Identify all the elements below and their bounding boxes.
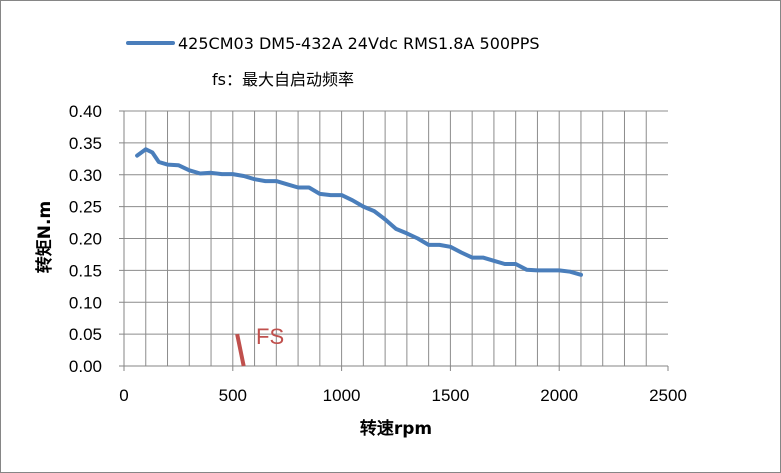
legend-entry-series: 425CM03 DM5-432A 24Vdc RMS1.8A 500PPS bbox=[178, 34, 540, 53]
y-tick-label: 0.25 bbox=[69, 198, 102, 217]
y-tick-label: 0.15 bbox=[69, 261, 102, 280]
y-tick-labels: 0.00 0.05 0.10 0.15 0.20 0.25 0.30 0.35 0.40 bbox=[69, 102, 102, 376]
series-layer bbox=[135, 147, 583, 277]
x-tick-label: 0 bbox=[119, 386, 128, 405]
x-axis-title: 转速rpm bbox=[360, 418, 432, 439]
annotation-fs-note: fs：最大自启动频率 bbox=[212, 70, 354, 89]
axes bbox=[119, 110, 669, 371]
y-tick-label: 0.30 bbox=[69, 166, 102, 185]
y-tick-label: 0.05 bbox=[69, 325, 102, 344]
y-tick-label: 0.40 bbox=[69, 102, 102, 121]
y-tick-label: 0.20 bbox=[69, 230, 102, 249]
fs-marker-line bbox=[235, 333, 246, 367]
y-tick-label: 0.35 bbox=[69, 134, 102, 153]
x-tick-label: 2000 bbox=[540, 386, 578, 405]
gridlines bbox=[124, 110, 668, 366]
x-tick-label: 1000 bbox=[323, 386, 361, 405]
y-tick-label: 0.00 bbox=[69, 357, 102, 376]
y-axis-title: 转矩N.m bbox=[34, 201, 55, 273]
y-tick-label: 0.10 bbox=[69, 293, 102, 312]
fs-marker-label: FS bbox=[256, 324, 284, 349]
x-tick-label: 1500 bbox=[431, 386, 469, 405]
x-tick-labels: 0 500 1000 1500 2000 2500 bbox=[119, 386, 687, 405]
series-line bbox=[135, 147, 583, 277]
x-tick-label: 500 bbox=[219, 386, 247, 405]
x-tick-label: 2500 bbox=[649, 386, 687, 405]
legend: 425CM03 DM5-432A 24Vdc RMS1.8A 500PPS bbox=[126, 34, 540, 53]
